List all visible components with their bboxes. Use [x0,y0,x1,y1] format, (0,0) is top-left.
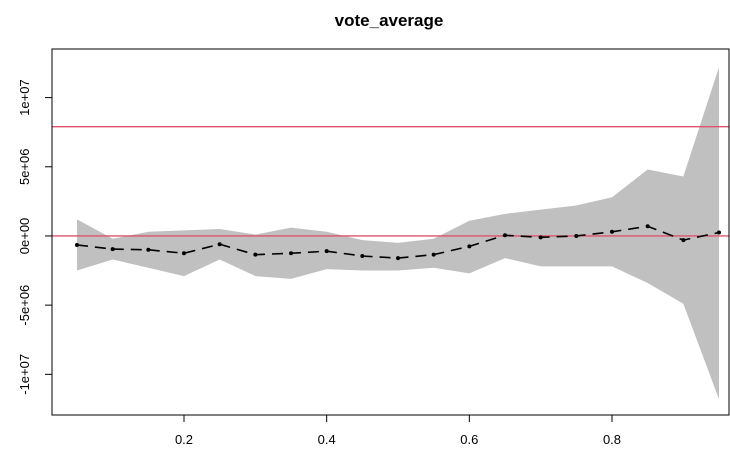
data-point [217,242,222,247]
data-point [431,252,436,257]
y-tick-label: -5e+06 [17,285,32,326]
data-point [182,251,186,256]
data-point [503,233,507,238]
y-tick-label: 1e+07 [17,79,32,116]
data-point [538,235,543,240]
data-point [610,229,614,234]
data-point [110,247,115,252]
x-tick-label: 0.8 [603,432,621,447]
y-tick-label: -1e+07 [17,354,32,395]
y-axis: -1e+07 -5e+06 0e+00 5e+06 1e+07 [17,79,52,395]
series-layer [75,224,721,261]
plot-frame [51,48,730,416]
data-point [717,230,721,235]
data-point [146,247,151,252]
data-point [289,251,293,256]
y-tick-label: 0e+00 [17,218,32,255]
data-point [681,238,686,243]
data-point [467,244,472,249]
confidence-band [77,67,719,400]
chart-title: vote_average [335,11,444,30]
data-point [396,256,400,261]
data-point [75,242,79,247]
y-tick-label: 5e+06 [17,149,32,186]
data-point [324,249,329,254]
x-axis: 0.2 0.4 0.6 0.8 [175,415,621,447]
data-point [645,224,650,229]
reference-lines-layer [52,125,729,237]
x-tick-label: 0.4 [318,432,336,447]
data-point [360,254,365,259]
confidence-band-layer [77,67,719,400]
data-point [574,233,579,238]
data-point [253,252,258,257]
x-tick-label: 0.6 [460,432,478,447]
x-tick-label: 0.2 [175,432,193,447]
